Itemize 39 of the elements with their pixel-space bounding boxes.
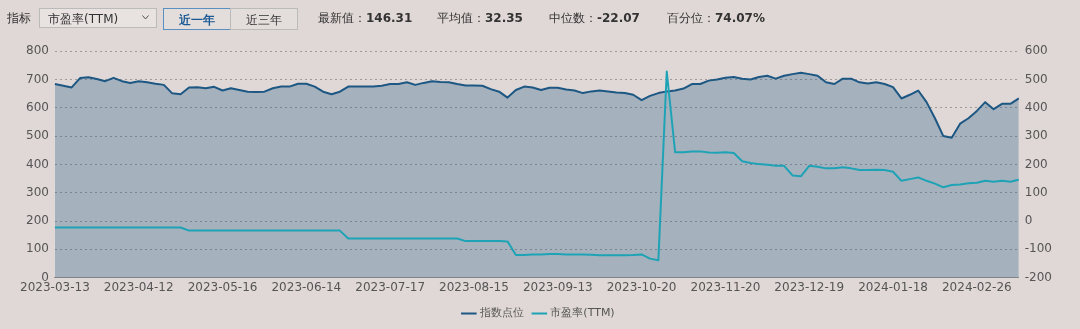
- y-tick-label: 700: [26, 71, 49, 86]
- x-tick-label: 2024-01-18: [858, 279, 928, 294]
- legend-label: 指数点位: [478, 306, 524, 320]
- y-tick-label: 400: [26, 156, 49, 171]
- text: 市盈率(TTM): [39, 8, 157, 28]
- x-tick-label: 2023-12-19: [774, 279, 845, 294]
- text: 近三年: [230, 8, 298, 30]
- text: 指标: [7, 10, 31, 27]
- x-tick-label: 2023-10-20: [606, 279, 677, 294]
- y2-tick-label: 100: [1024, 184, 1048, 199]
- y2-tick-label: -200: [1024, 269, 1052, 284]
- y2-tick-label: 500: [1024, 71, 1048, 86]
- y-tick-label: 300: [26, 184, 49, 199]
- x-tick-label: 2023-06-14: [271, 279, 342, 294]
- x-tick-label: 2023-05-16: [187, 279, 258, 294]
- y-tick-label: 100: [26, 241, 49, 256]
- legend-label: 市盈率(TTM): [550, 306, 615, 320]
- y2-tick-label: 200: [1024, 156, 1048, 171]
- x-tick-label: 2023-07-17: [355, 279, 426, 294]
- y2-tick-label: 0: [1024, 213, 1033, 228]
- x-tick-label: 2023-08-15: [439, 279, 509, 294]
- text: 中位数：-22.07: [549, 11, 640, 25]
- text: 百分位：74.07%: [667, 11, 765, 25]
- y-tick-label: 800: [26, 43, 49, 58]
- text: 最新值：146.31: [318, 11, 413, 25]
- y-tick-label: 600: [26, 99, 49, 114]
- x-tick-label: 2023-11-20: [690, 279, 761, 294]
- x-tick-label: 2023-03-13: [20, 279, 90, 294]
- text: 近一年: [163, 8, 231, 30]
- y-tick-label: 200: [26, 213, 49, 228]
- y2-tick-label: 600: [1024, 43, 1048, 58]
- y-tick-label: 500: [26, 128, 49, 143]
- x-tick-label: 2023-09-13: [522, 279, 593, 294]
- y2-tick-label: -100: [1024, 241, 1052, 256]
- text: 平均值：32.35: [437, 11, 523, 25]
- y2-tick-label: 300: [1024, 128, 1048, 143]
- x-tick-label: 2023-04-12: [103, 279, 174, 294]
- x-tick-label: 2024-02-26: [941, 279, 1012, 294]
- y2-tick-label: 400: [1024, 99, 1048, 114]
